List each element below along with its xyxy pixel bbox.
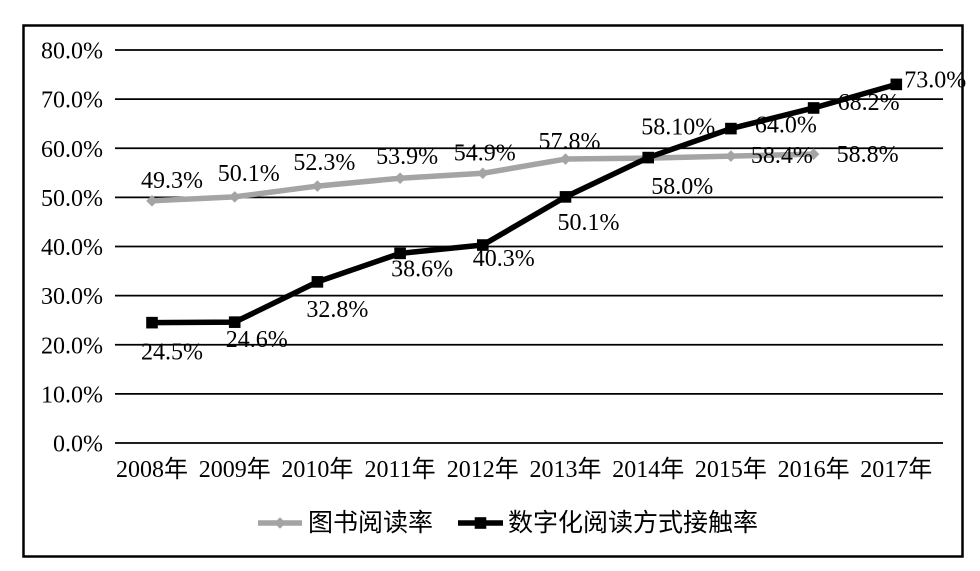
x-category-label: 2010年 (281, 456, 353, 483)
data-label: 32.8% (306, 297, 368, 323)
x-category-label: 2008年 (116, 456, 188, 483)
series-0-marker (477, 167, 489, 180)
data-label: 73.0% (904, 67, 966, 93)
y-tick-label: 40.0% (41, 235, 103, 261)
legend-swatch-diamond-marker (274, 517, 286, 529)
x-category-label: 2012年 (447, 456, 519, 483)
series-1-marker (228, 316, 241, 328)
series-1-marker (890, 78, 903, 91)
x-category-label: 2009年 (199, 456, 271, 483)
data-label: 54.9% (454, 140, 516, 166)
y-tick-label: 0.0% (53, 432, 103, 458)
series-1-marker (725, 122, 737, 135)
x-category-label: 2015年 (695, 456, 767, 483)
series-1-marker (642, 151, 654, 164)
data-label: 58.10% (641, 115, 715, 141)
series-1-marker (559, 191, 572, 203)
series-0-marker (807, 148, 820, 160)
legend-label: 数字化阅读方式接触率 (508, 509, 758, 537)
series-1-marker (807, 102, 820, 114)
y-tick-label: 20.0% (41, 333, 103, 359)
series-0-marker (311, 180, 324, 192)
series-0-marker (146, 195, 158, 207)
data-label: 50.1% (558, 210, 620, 236)
series-1-marker (311, 276, 324, 288)
y-tick-label: 50.0% (41, 186, 103, 212)
data-label: 50.1% (218, 161, 280, 187)
legend-swatch-square-marker (474, 517, 487, 529)
y-tick-label: 80.0% (41, 39, 103, 65)
y-tick-label: 30.0% (41, 284, 103, 310)
x-category-label: 2017年 (860, 456, 932, 483)
data-label: 68.2% (838, 90, 900, 116)
data-label: 57.8% (539, 129, 601, 155)
series-line-1 (151, 81, 898, 326)
series-1-marker (477, 239, 489, 251)
data-label: 40.3% (473, 246, 535, 272)
data-label: 52.3% (293, 150, 355, 176)
x-category-label: 2013年 (530, 456, 602, 483)
x-category-label: 2014年 (612, 456, 684, 483)
x-category-label: 2016年 (778, 456, 850, 483)
data-label: 58.0% (651, 174, 713, 200)
series-0-marker (725, 150, 737, 162)
data-label: 24.6% (226, 327, 288, 353)
series-1-marker (146, 316, 158, 329)
data-label: 58.8% (837, 142, 899, 168)
data-label: 38.6% (391, 256, 453, 282)
data-label: 24.5% (141, 340, 203, 366)
legend-label: 图书阅读率 (308, 509, 433, 537)
data-label: 58.4% (751, 143, 813, 169)
series-0-marker (559, 153, 572, 165)
y-tick-label: 10.0% (41, 382, 103, 408)
data-label: 64.0% (755, 113, 817, 139)
y-tick-label: 70.0% (41, 88, 103, 114)
data-label: 53.9% (376, 144, 438, 170)
data-label: 49.3% (141, 168, 203, 194)
series-1-marker (394, 247, 406, 260)
series-0-marker (228, 191, 241, 203)
chart-border (22, 24, 964, 558)
y-tick-label: 60.0% (41, 137, 103, 163)
x-category-label: 2011年 (365, 456, 436, 483)
series-0-marker (394, 172, 406, 185)
